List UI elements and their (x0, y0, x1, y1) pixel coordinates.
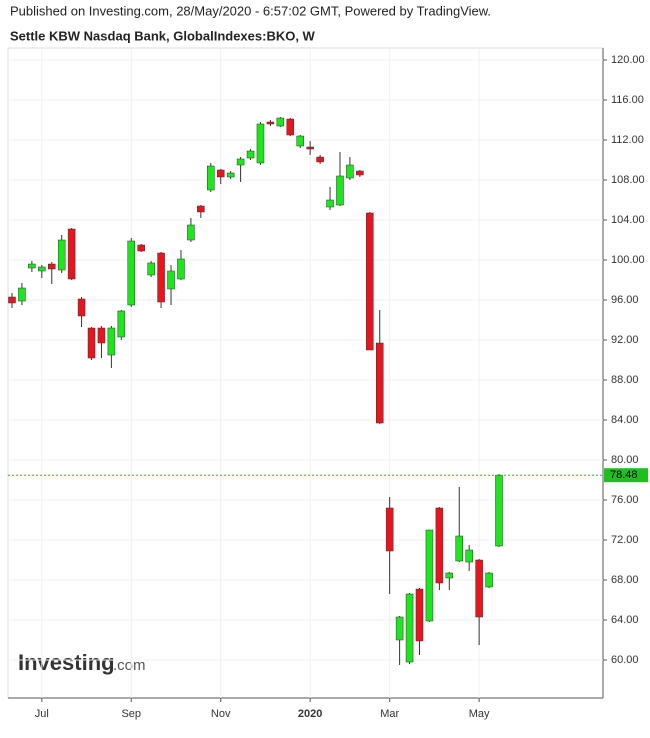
x-tick-label: Nov (211, 708, 231, 720)
y-tick-label: 116.00 (611, 94, 644, 106)
candle-body (216, 169, 225, 178)
y-tick-label: 108.00 (611, 174, 645, 186)
candle-body (425, 529, 434, 622)
candle-body (445, 572, 454, 579)
candle-body (226, 172, 235, 178)
candle-body (236, 158, 245, 166)
candle-body (485, 572, 493, 588)
candle-body (346, 164, 354, 179)
candle-body (57, 239, 66, 271)
candle-body (266, 121, 275, 125)
candle-body (256, 123, 265, 164)
y-tick-label: 80.00 (611, 454, 639, 466)
candle-body (306, 146, 314, 150)
candle-body (107, 327, 116, 356)
plot-frame (7, 47, 604, 699)
candle-body (8, 296, 16, 304)
y-tick-label: 100.00 (611, 254, 645, 266)
y-tick-label: 84.00 (611, 414, 639, 426)
candle-body (465, 549, 473, 563)
y-tick-label: 120.00 (611, 54, 645, 66)
candle-body (366, 212, 374, 351)
candle-body (276, 117, 285, 127)
last-price-label: 78.48 (610, 469, 638, 481)
candle-body (415, 588, 424, 642)
caption: Published on Investing.com, 28/May/2020 … (10, 3, 491, 18)
y-tick-label: 72.00 (611, 534, 639, 546)
candle-body (127, 240, 136, 306)
y-tick-label: 96.00 (611, 294, 639, 306)
candle-body (435, 507, 444, 584)
candle-body (286, 118, 295, 136)
candle-body (385, 507, 394, 552)
x-tick-label: 2020 (298, 708, 322, 720)
candle-body (97, 327, 106, 344)
candle-body (147, 262, 155, 276)
y-tick-label: 68.00 (611, 574, 639, 586)
candle-body (375, 342, 384, 424)
candle-body (326, 199, 334, 208)
candle-body (187, 224, 195, 241)
candle-body (167, 270, 175, 290)
x-tick-label: Jul (35, 708, 49, 720)
last-price-box (604, 468, 648, 483)
candle-body (405, 593, 414, 663)
y-tick-label: 88.00 (611, 374, 639, 386)
y-tick-label: 104.00 (611, 214, 645, 226)
candle-body (336, 175, 344, 206)
x-tick-label: Sep (121, 708, 141, 720)
candle-body (246, 150, 255, 159)
candle-body (475, 559, 483, 618)
candle-body (197, 205, 205, 213)
candle-body (18, 287, 26, 302)
y-tick-label: 76.00 (611, 494, 639, 506)
candle-body (455, 535, 463, 562)
candle-body (38, 266, 46, 272)
y-tick-label: 60.00 (611, 654, 639, 666)
candle-body (137, 244, 145, 252)
watermark: Investing (18, 650, 115, 675)
x-tick-label: Mar (380, 708, 399, 720)
chart-title: Settle KBW Nasdaq Bank, GlobalIndexes:BK… (10, 28, 316, 43)
candle-body (157, 252, 165, 303)
candle-body (28, 263, 36, 269)
candle-body (395, 616, 404, 641)
candle-body (296, 135, 304, 147)
candle-body (117, 310, 126, 338)
watermark-suffix: .com (113, 657, 146, 674)
y-tick-label: 64.00 (611, 614, 639, 626)
y-tick-label: 92.00 (611, 334, 639, 346)
candle-body (356, 170, 364, 176)
candle-body (48, 263, 56, 270)
y-tick-label: 112.00 (611, 134, 644, 146)
candle-body (495, 474, 503, 547)
x-tick-label: May (469, 708, 490, 720)
candle-body (207, 165, 215, 191)
candle-body (87, 327, 96, 359)
candle-body (177, 258, 185, 280)
candle-body (77, 298, 86, 317)
candle-body (67, 228, 76, 280)
candle-body (316, 156, 324, 163)
